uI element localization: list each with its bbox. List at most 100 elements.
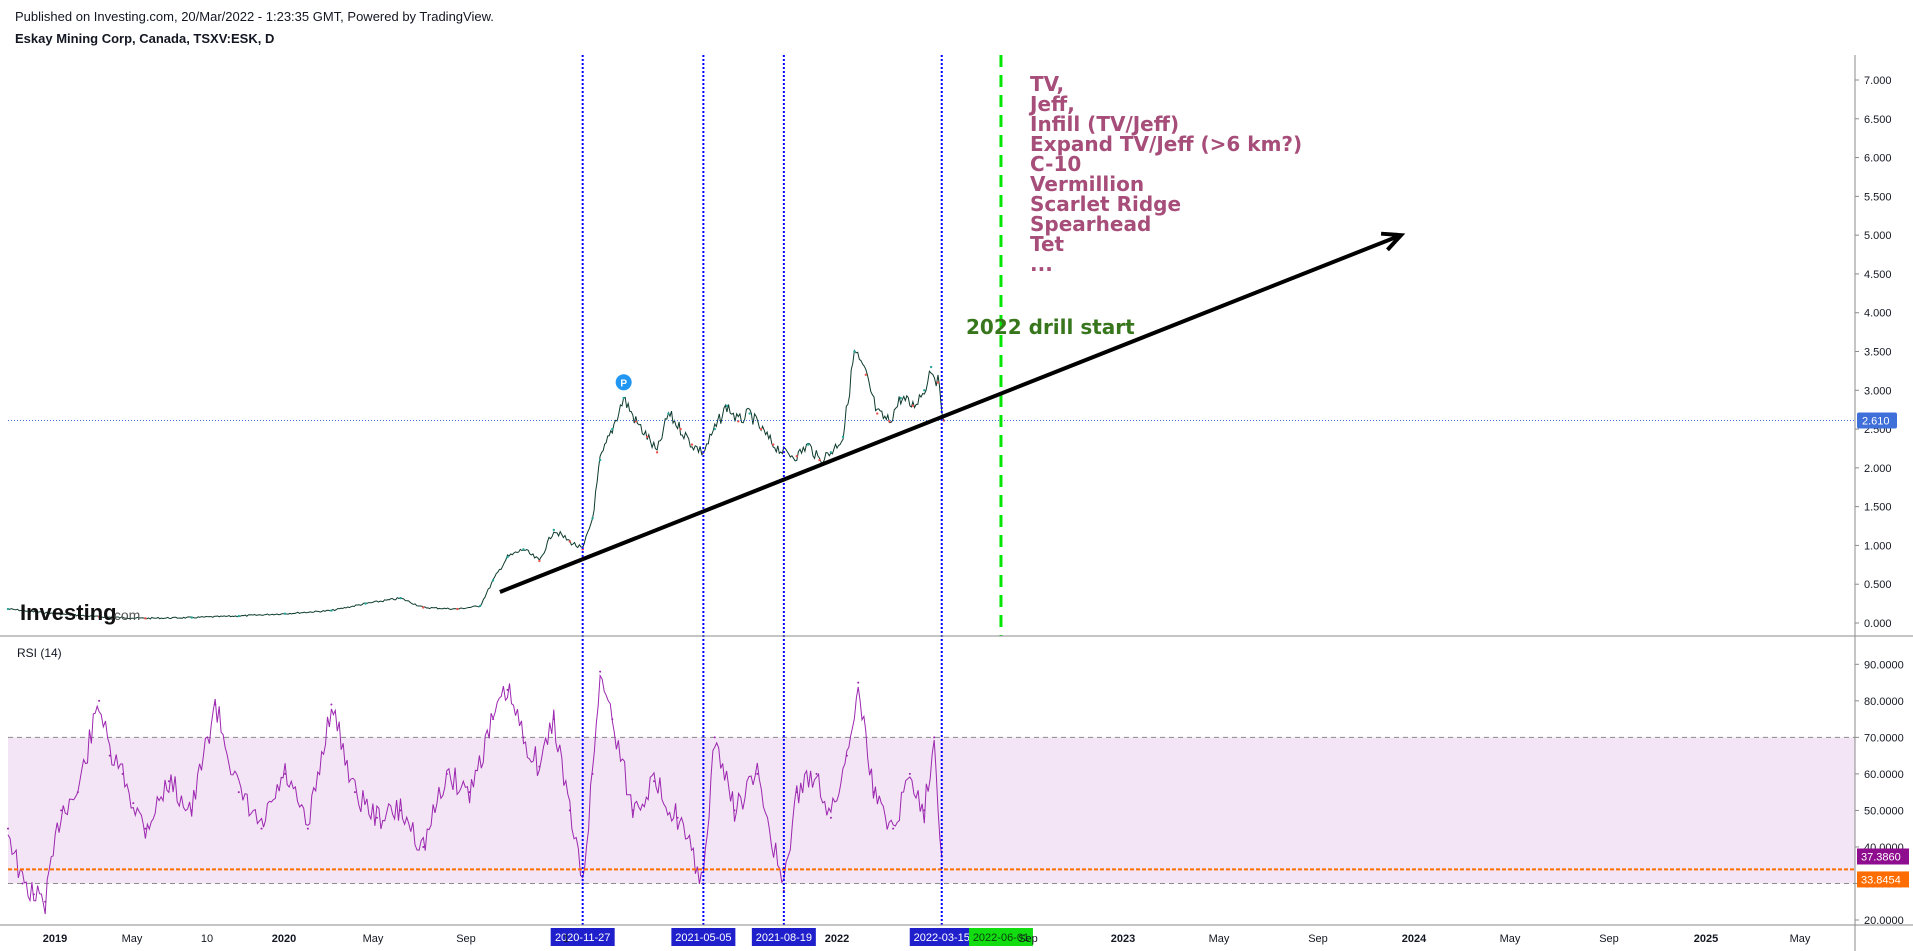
price-point[interactable] [725, 404, 729, 407]
rsi-point[interactable] [795, 791, 798, 794]
price-point[interactable] [818, 458, 821, 462]
price-point[interactable] [806, 443, 810, 446]
rsi-point[interactable] [7, 827, 9, 830]
price-point[interactable] [899, 396, 902, 400]
rsi-point[interactable] [599, 670, 602, 673]
price-point[interactable] [591, 517, 594, 520]
price-point[interactable] [611, 427, 614, 431]
price-point[interactable] [622, 396, 625, 400]
rsi-point[interactable] [44, 900, 47, 903]
price-point[interactable] [829, 451, 833, 454]
rsi-point[interactable] [815, 772, 818, 775]
rsi-point[interactable] [121, 772, 124, 775]
price-point[interactable] [864, 373, 868, 376]
price-point[interactable] [237, 614, 240, 618]
rsi-point[interactable] [375, 816, 378, 819]
rsi-point[interactable] [32, 893, 35, 896]
price-point[interactable] [568, 540, 571, 543]
rsi-series[interactable] [7, 673, 943, 915]
rsi-point[interactable] [330, 703, 333, 706]
rsi-point[interactable] [306, 827, 309, 830]
price-point[interactable] [538, 559, 541, 563]
price-pane[interactable] [6, 349, 1855, 620]
price-point[interactable] [713, 427, 716, 431]
price-point[interactable] [144, 617, 147, 620]
rsi-point[interactable] [237, 791, 240, 794]
price-point[interactable] [506, 555, 509, 559]
price-point[interactable] [795, 455, 798, 458]
price-point[interactable] [478, 604, 482, 608]
price-point[interactable] [748, 412, 751, 415]
rsi-point[interactable] [631, 809, 634, 812]
pin-marker[interactable] [615, 374, 632, 391]
rsi-point[interactable] [468, 791, 471, 794]
price-point[interactable] [522, 548, 525, 551]
price-point[interactable] [552, 528, 556, 532]
rsi-point[interactable] [538, 765, 541, 768]
rsi-point[interactable] [445, 772, 448, 775]
price-point[interactable] [330, 609, 333, 612]
rsi-point[interactable] [214, 703, 217, 706]
price-point[interactable] [655, 451, 659, 454]
price-point[interactable] [853, 350, 856, 353]
price-series[interactable] [7, 349, 945, 620]
price-point[interactable] [690, 443, 694, 446]
rsi-point[interactable] [422, 845, 425, 848]
price-point[interactable] [929, 365, 933, 369]
rsi-point[interactable] [260, 827, 263, 830]
rsi-point[interactable] [132, 802, 135, 805]
price-point[interactable] [646, 435, 649, 439]
rsi-point[interactable] [108, 754, 111, 757]
rsi-point[interactable] [611, 718, 614, 721]
rsi-point[interactable] [923, 809, 926, 812]
price-point[interactable] [422, 606, 425, 609]
rsi-point[interactable] [857, 681, 860, 684]
rsi-point[interactable] [506, 688, 509, 691]
price-point[interactable] [6, 607, 10, 611]
rsi-point[interactable] [190, 809, 193, 812]
price-point[interactable] [679, 427, 682, 431]
rsi-point[interactable] [144, 827, 147, 830]
price-point[interactable] [190, 616, 193, 619]
rsi-point[interactable] [552, 718, 555, 721]
price-point[interactable] [97, 615, 101, 618]
rsi-point[interactable] [845, 754, 848, 757]
rsi-point[interactable] [98, 699, 101, 702]
price-point[interactable] [911, 404, 915, 407]
rsi-point[interactable] [756, 772, 759, 775]
rsi-point[interactable] [591, 772, 594, 775]
rsi-pane[interactable]: RSI (14) [7, 646, 1855, 915]
rsi-point[interactable] [676, 816, 679, 819]
price-point[interactable] [888, 420, 891, 423]
rsi-point[interactable] [522, 736, 525, 739]
rsi-point[interactable] [933, 736, 936, 739]
price-point[interactable] [456, 607, 459, 611]
rsi-point[interactable] [399, 809, 402, 812]
rsi-point[interactable] [167, 780, 170, 783]
price-point[interactable] [399, 596, 402, 600]
rsi-point[interactable] [892, 827, 895, 830]
price-point[interactable] [936, 381, 940, 384]
rsi-point[interactable] [908, 772, 911, 775]
price-point[interactable] [876, 412, 879, 415]
price-point[interactable] [491, 579, 495, 582]
price-point[interactable] [841, 435, 845, 439]
rsi-point[interactable] [492, 718, 495, 721]
rsi-point[interactable] [872, 791, 875, 794]
price-point[interactable] [923, 389, 926, 392]
price-point[interactable] [364, 602, 367, 605]
rsi-point[interactable] [284, 772, 287, 775]
rsi-point[interactable] [829, 816, 832, 819]
rsi-point[interactable] [733, 809, 736, 812]
rsi-point[interactable] [568, 809, 571, 812]
price-point[interactable] [759, 427, 763, 431]
price-point[interactable] [283, 612, 287, 615]
rsi-point[interactable] [653, 780, 656, 783]
rsi-point[interactable] [713, 736, 716, 739]
price-point[interactable] [53, 612, 56, 615]
rsi-point[interactable] [60, 809, 63, 812]
rsi-point[interactable] [353, 791, 356, 794]
price-point[interactable] [598, 458, 602, 462]
price-point[interactable] [667, 412, 670, 415]
